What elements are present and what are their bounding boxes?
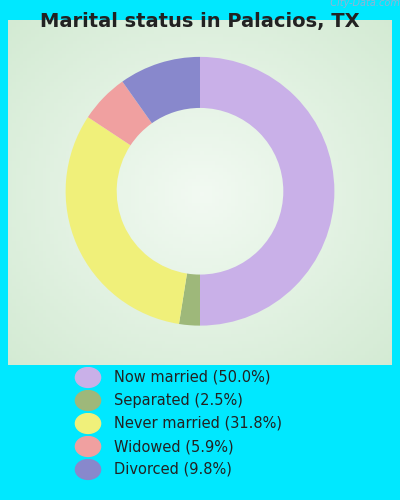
Wedge shape <box>122 57 200 123</box>
Wedge shape <box>179 274 200 326</box>
Text: Divorced (9.8%): Divorced (9.8%) <box>114 462 232 477</box>
Text: Marital status in Palacios, TX: Marital status in Palacios, TX <box>40 12 360 32</box>
Circle shape <box>76 368 101 388</box>
Wedge shape <box>200 57 334 326</box>
Wedge shape <box>66 117 187 324</box>
Circle shape <box>76 460 101 479</box>
Text: Never married (31.8%): Never married (31.8%) <box>114 416 282 431</box>
Text: City-Data.com: City-Data.com <box>324 0 400 8</box>
Circle shape <box>76 436 101 456</box>
Circle shape <box>76 414 101 434</box>
Circle shape <box>76 390 101 410</box>
Text: Separated (2.5%): Separated (2.5%) <box>114 393 243 408</box>
Wedge shape <box>88 82 152 146</box>
Text: Widowed (5.9%): Widowed (5.9%) <box>114 439 234 454</box>
Text: Now married (50.0%): Now married (50.0%) <box>114 370 270 385</box>
